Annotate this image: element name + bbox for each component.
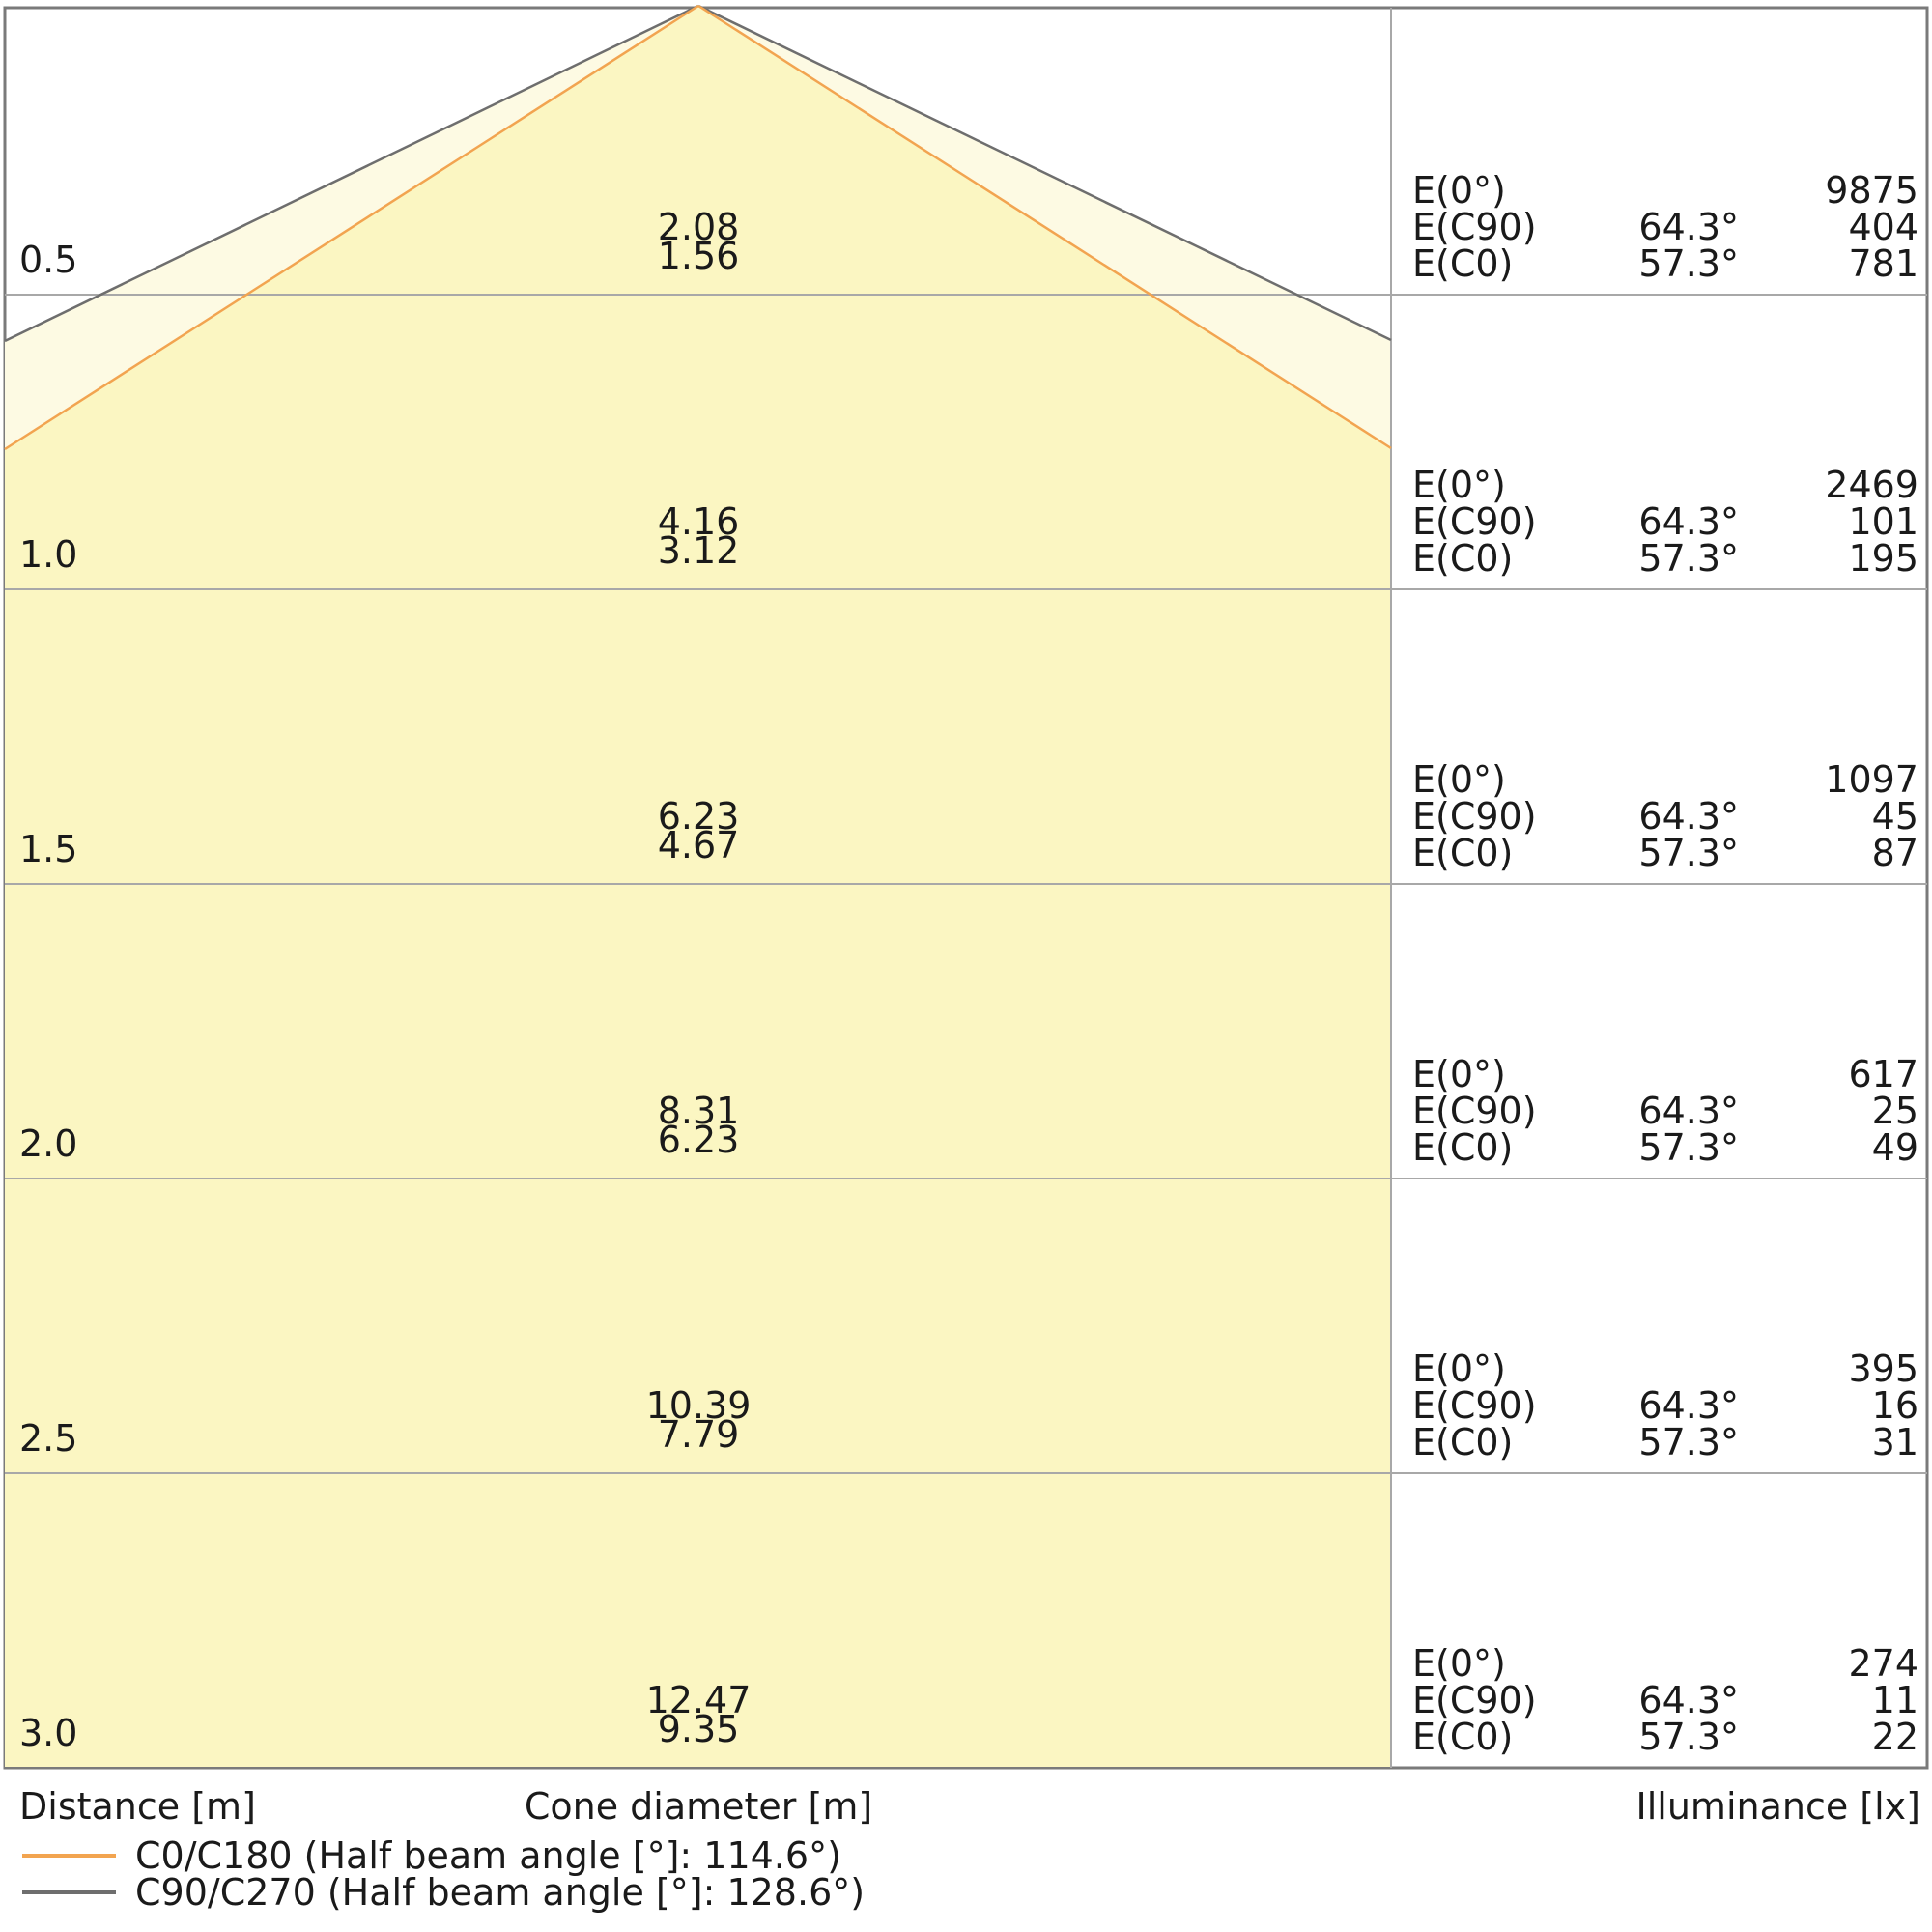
ec0-angle: 57.3°	[1638, 1716, 1739, 1758]
e0-label: E(0°)	[1412, 169, 1506, 212]
cone-diameter-c90: 12.47	[645, 1679, 752, 1721]
cone-diameter-c90: 4.16	[657, 500, 740, 543]
ec0-value: 31	[1871, 1421, 1918, 1463]
ec90-label: E(C90)	[1412, 206, 1537, 248]
cone-diameter-c0: 1.56	[657, 235, 740, 277]
ec90-angle: 64.3°	[1638, 1090, 1739, 1132]
distance-label: 2.5	[19, 1417, 78, 1460]
ec0-label: E(C0)	[1412, 1126, 1514, 1169]
distance-label: 2.0	[19, 1122, 78, 1165]
e0-value: 274	[1848, 1642, 1918, 1685]
ec0-angle: 57.3°	[1638, 832, 1739, 874]
ec90-label: E(C90)	[1412, 1384, 1537, 1427]
ec90-value: 25	[1871, 1090, 1918, 1132]
distance-label: 0.5	[19, 239, 78, 281]
e0-label: E(0°)	[1412, 1053, 1506, 1095]
e0-label: E(0°)	[1412, 758, 1506, 801]
cone-edge-c90	[4, 4, 1392, 343]
ec90-label: E(C90)	[1412, 1679, 1537, 1721]
ec90-angle: 64.3°	[1638, 795, 1739, 838]
ec0-value: 49	[1871, 1126, 1918, 1169]
ec0-angle: 57.3°	[1638, 537, 1739, 580]
ec0-angle: 57.3°	[1638, 1421, 1739, 1463]
ec90-label: E(C90)	[1412, 500, 1537, 543]
ec90-angle: 64.3°	[1638, 1384, 1739, 1427]
ec90-angle: 64.3°	[1638, 500, 1739, 543]
ec90-angle: 64.3°	[1638, 1679, 1739, 1721]
cone-fill-c0	[5, 6, 1391, 1767]
e0-value: 2469	[1825, 464, 1918, 506]
ec0-value: 195	[1848, 537, 1918, 580]
ec0-label: E(C0)	[1412, 537, 1514, 580]
e0-label: E(0°)	[1412, 464, 1506, 506]
ec0-value: 87	[1871, 832, 1918, 874]
ec0-angle: 57.3°	[1638, 1126, 1739, 1169]
ec0-value: 781	[1848, 242, 1918, 285]
e0-value: 395	[1848, 1348, 1918, 1390]
cone-diameter-c0: 3.12	[657, 529, 740, 572]
cone-diameter-c90: 6.23	[657, 795, 740, 838]
cone-diameter-c90: 10.39	[645, 1384, 752, 1427]
ec0-label: E(C0)	[1412, 832, 1514, 874]
ec0-label: E(C0)	[1412, 1716, 1514, 1758]
legend-label-c90: C90/C270 (Half beam angle [°]: 128.6°)	[135, 1871, 866, 1914]
ec90-label: E(C90)	[1412, 1090, 1537, 1132]
ec0-label: E(C0)	[1412, 1421, 1514, 1463]
ec90-value: 45	[1871, 795, 1918, 838]
ec90-label: E(C90)	[1412, 795, 1537, 838]
cone-diameter-c0: 6.23	[657, 1119, 740, 1161]
ec90-angle: 64.3°	[1638, 206, 1739, 248]
e0-label: E(0°)	[1412, 1348, 1506, 1390]
ec90-value: 11	[1871, 1679, 1918, 1721]
distance-axis-label: Distance [m]	[19, 1785, 256, 1828]
e0-value: 1097	[1825, 758, 1918, 801]
cone-diameter-axis-label: Cone diameter [m]	[524, 1785, 873, 1828]
ec0-label: E(C0)	[1412, 242, 1514, 285]
e0-value: 9875	[1825, 169, 1918, 212]
legend-label-c0: C0/C180 (Half beam angle [°]: 114.6°)	[135, 1834, 841, 1877]
ec90-value: 101	[1848, 500, 1918, 543]
cone-diameter-c0: 4.67	[657, 824, 740, 867]
distance-label: 1.5	[19, 828, 78, 870]
distance-label: 1.0	[19, 533, 78, 576]
ec0-value: 22	[1871, 1716, 1918, 1758]
illuminance-axis-label: Illuminance [lx]	[1635, 1785, 1920, 1828]
ec90-value: 404	[1848, 206, 1918, 248]
cone-diameter-c90: 2.08	[657, 206, 740, 248]
distance-grid-lines	[5, 294, 1927, 1474]
cone-diameter-c0: 9.35	[657, 1708, 740, 1750]
ec90-value: 16	[1871, 1384, 1918, 1427]
ec0-angle: 57.3°	[1638, 242, 1739, 285]
cone-diameter-c90: 8.31	[657, 1090, 740, 1132]
cone-diameter-c0: 7.79	[657, 1413, 740, 1456]
e0-label: E(0°)	[1412, 1642, 1506, 1685]
distance-label: 3.0	[19, 1712, 78, 1754]
e0-value: 617	[1848, 1053, 1918, 1095]
cone-edge-c0	[4, 4, 1392, 451]
